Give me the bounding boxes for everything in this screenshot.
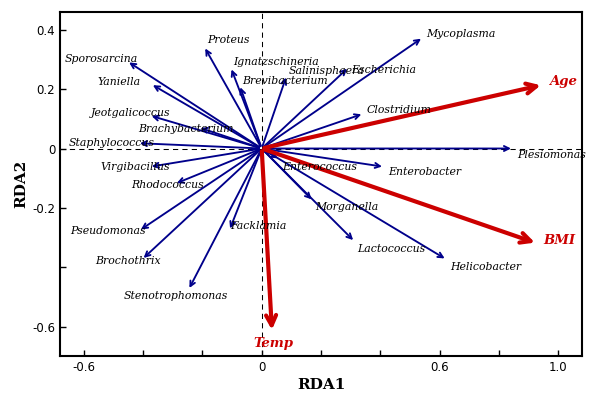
Text: Brevibacterium: Brevibacterium [242, 76, 328, 86]
Text: Proteus: Proteus [207, 35, 250, 45]
Text: Helicobacter: Helicobacter [450, 262, 521, 272]
Text: Temp: Temp [254, 337, 293, 350]
Y-axis label: RDA2: RDA2 [14, 160, 28, 208]
Text: Enterobacter: Enterobacter [388, 167, 461, 177]
Text: Morganella: Morganella [316, 202, 379, 212]
Text: Enterococcus: Enterococcus [282, 162, 357, 172]
Text: Clostridium: Clostridium [367, 105, 432, 116]
Text: Ignatzschineria: Ignatzschineria [233, 57, 319, 67]
Text: Escherichia: Escherichia [351, 65, 416, 75]
Text: Lactococcus: Lactococcus [357, 244, 425, 254]
Text: Mycoplasma: Mycoplasma [426, 29, 496, 39]
Text: Sporosarcina: Sporosarcina [64, 54, 137, 64]
Text: Virgibacillus: Virgibacillus [100, 162, 170, 172]
X-axis label: RDA1: RDA1 [297, 379, 345, 392]
Text: Salinisphaera: Salinisphaera [289, 66, 364, 76]
Text: Brochothrix: Brochothrix [95, 256, 161, 266]
Text: Pseudomonas: Pseudomonas [70, 226, 146, 236]
Text: Brachybacterium: Brachybacterium [139, 124, 234, 134]
Text: BMI: BMI [544, 234, 575, 247]
Text: Facklamia: Facklamia [230, 221, 287, 231]
Text: Jeotgalicoccus: Jeotgalicoccus [91, 109, 171, 118]
Text: Staphylococcus: Staphylococcus [69, 138, 155, 148]
Text: Yaniella: Yaniella [97, 77, 140, 87]
Text: Age: Age [550, 75, 577, 88]
Text: Stenotrophomonas: Stenotrophomonas [124, 291, 228, 301]
Text: Rhodococcus: Rhodococcus [131, 180, 204, 190]
Text: Plesiomonas: Plesiomonas [517, 150, 586, 160]
